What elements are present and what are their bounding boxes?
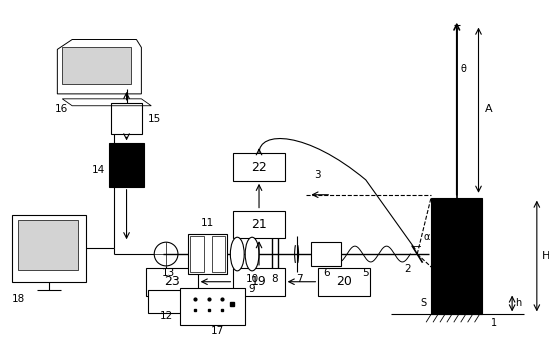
Text: α: α: [424, 232, 430, 242]
Text: 6: 6: [323, 268, 329, 278]
Text: S: S: [420, 299, 426, 308]
Bar: [18, 221, 78, 270]
Bar: [318, 268, 370, 295]
Bar: [188, 234, 227, 274]
Ellipse shape: [231, 237, 244, 271]
Bar: [62, 48, 132, 84]
Text: 12: 12: [159, 311, 173, 321]
Text: 14: 14: [92, 165, 105, 175]
Text: 1: 1: [491, 318, 497, 328]
Text: 3: 3: [315, 170, 321, 180]
Text: 15: 15: [148, 114, 161, 123]
Text: 8: 8: [272, 274, 278, 284]
Bar: [181, 288, 245, 325]
Bar: [111, 103, 142, 134]
Text: H: H: [542, 251, 549, 261]
Text: 13: 13: [161, 268, 175, 278]
Text: 19: 19: [251, 275, 267, 288]
Text: 18: 18: [12, 293, 25, 303]
Text: A: A: [484, 104, 492, 114]
Text: 11: 11: [201, 218, 214, 228]
Text: 7: 7: [296, 274, 303, 284]
Text: 17: 17: [211, 326, 224, 336]
Text: 16: 16: [54, 104, 68, 114]
Bar: [431, 198, 483, 314]
Bar: [12, 214, 86, 282]
Text: 23: 23: [164, 275, 180, 288]
Text: 2: 2: [404, 264, 411, 274]
Text: θ: θ: [461, 64, 467, 74]
Bar: [233, 268, 285, 295]
Text: 10: 10: [245, 274, 259, 284]
Bar: [233, 153, 285, 181]
Bar: [109, 143, 144, 187]
Text: 5: 5: [362, 268, 369, 278]
Bar: [211, 236, 226, 272]
Bar: [190, 236, 204, 272]
Text: 20: 20: [336, 275, 352, 288]
Text: 9: 9: [249, 284, 255, 294]
Bar: [148, 290, 184, 313]
Bar: [233, 211, 285, 238]
Text: 22: 22: [251, 160, 267, 173]
Text: h: h: [515, 299, 522, 308]
Ellipse shape: [245, 237, 259, 271]
Bar: [311, 242, 341, 266]
Text: 21: 21: [251, 218, 267, 231]
Bar: [147, 268, 198, 295]
